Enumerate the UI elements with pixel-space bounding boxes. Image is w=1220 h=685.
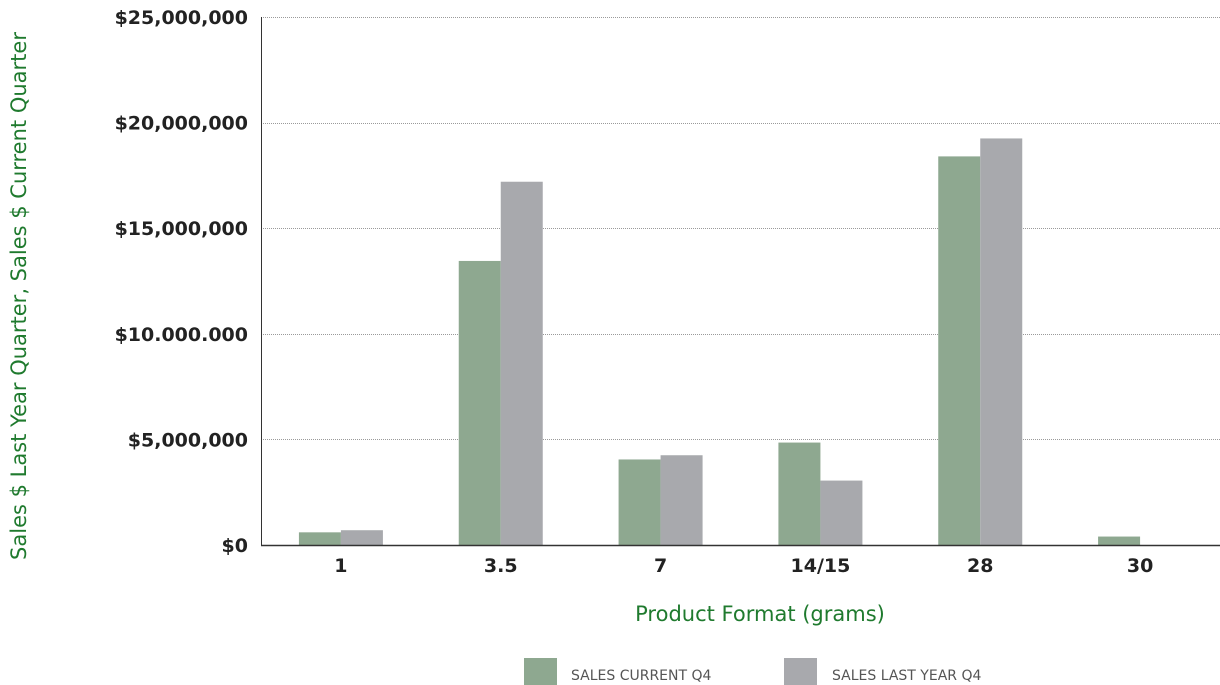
bar-last-year-q4 xyxy=(660,455,703,545)
y-tick-label: $0 xyxy=(222,535,248,557)
legend-swatch-current-q4 xyxy=(524,658,557,685)
x-tick-label: 28 xyxy=(967,555,993,577)
y-tick-labels: $0 $5,000,000 $10.000.000 $15,000,000 $20,00… xyxy=(115,7,248,557)
x-tick-label: 14/15 xyxy=(791,555,851,577)
bar-current-q4 xyxy=(938,156,981,545)
bar-last-year-q4 xyxy=(980,138,1023,545)
x-tick-labels: 1 3.5 7 14/15 28 30 xyxy=(334,555,1153,577)
x-tick-label: 3.5 xyxy=(484,555,518,577)
bar-last-year-q4 xyxy=(340,530,383,545)
y-tick-label: $5,000,000 xyxy=(128,429,248,451)
bars xyxy=(298,138,1141,545)
y-tick-label: $25,000,000 xyxy=(115,7,248,29)
legend-label-current-q4: SALES CURRENT Q4 xyxy=(571,668,712,684)
x-tick-label: 7 xyxy=(654,555,667,577)
bar-current-q4 xyxy=(298,532,341,545)
x-tick-label: 1 xyxy=(334,555,347,577)
y-tick-label: $20,000,000 xyxy=(115,113,248,135)
x-axis-title: Product Format (grams) xyxy=(635,602,885,626)
legend: SALES CURRENT Q4 SALES LAST YEAR Q4 xyxy=(524,658,981,685)
y-axis-title: Sales $ Last Year Quarter, Sales $ Curre… xyxy=(7,32,31,560)
bar-current-q4 xyxy=(1098,536,1141,545)
x-tick-label: 30 xyxy=(1127,555,1153,577)
bar-current-q4 xyxy=(778,442,821,545)
bar-last-year-q4 xyxy=(820,480,863,545)
gridlines xyxy=(261,17,1220,440)
bar-last-year-q4 xyxy=(500,181,543,545)
axes xyxy=(261,17,1220,547)
y-tick-label: $10.000.000 xyxy=(115,324,248,346)
bar-current-q4 xyxy=(458,260,501,545)
legend-label-last-year-q4: SALES LAST YEAR Q4 xyxy=(832,668,981,684)
bar-current-q4 xyxy=(618,459,661,545)
y-tick-label: $15,000,000 xyxy=(115,218,248,240)
legend-swatch-last-year-q4 xyxy=(784,658,817,685)
